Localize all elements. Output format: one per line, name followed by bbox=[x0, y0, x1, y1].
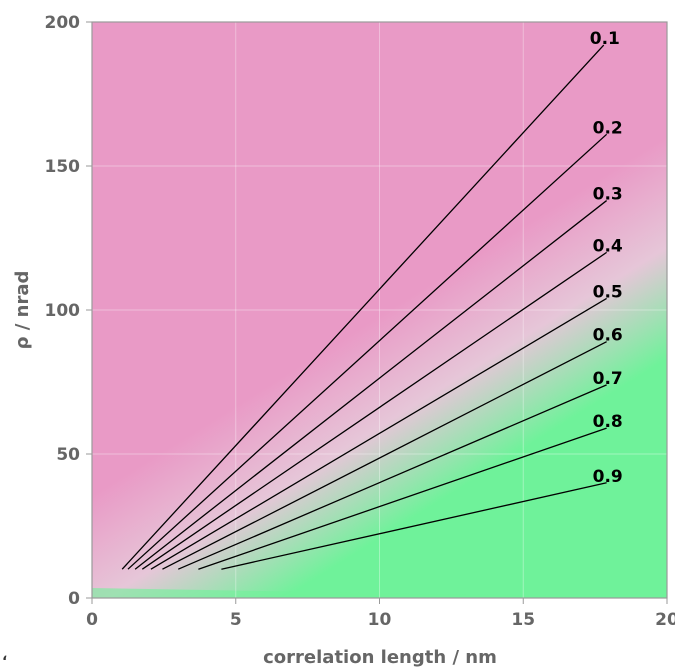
contour-label-0.2: 0.2 bbox=[593, 118, 623, 138]
x-tick-label-2: 10 bbox=[368, 610, 392, 630]
y-axis-label: ρ / nrad bbox=[12, 271, 33, 350]
contour-line-0.7 bbox=[177, 384, 607, 570]
contours: 0.1 0.2 0.3 0.4 0.5 0.6 0.7 0.8 0.9 bbox=[121, 29, 623, 570]
contour-line-0.2 bbox=[127, 133, 608, 570]
contour-label-0.6: 0.6 bbox=[593, 326, 623, 346]
x-tick-label-0: 0 bbox=[86, 610, 98, 630]
x-axis-label: correlation length / nm bbox=[263, 647, 497, 668]
contour-line-0.8 bbox=[198, 427, 607, 570]
contour-line-0.3 bbox=[134, 200, 608, 570]
contour-label-0.7: 0.7 bbox=[593, 369, 623, 389]
contour-line-0.5 bbox=[150, 297, 607, 570]
contour-label-0.5: 0.5 bbox=[593, 282, 623, 302]
contour-label-0.8: 0.8 bbox=[593, 412, 623, 432]
contour-label-0.3: 0.3 bbox=[593, 185, 623, 205]
y-tick-label-4: 200 bbox=[45, 13, 81, 33]
x-tick-label-1: 5 bbox=[230, 610, 242, 630]
contour-line-0.6 bbox=[162, 341, 607, 570]
contour-line-0.9 bbox=[221, 482, 607, 570]
y-tick-label-1: 50 bbox=[56, 445, 80, 465]
contour-label-0.9: 0.9 bbox=[593, 467, 623, 487]
y-tick-label-0: 0 bbox=[68, 589, 80, 609]
contour-label-0.1: 0.1 bbox=[590, 29, 620, 49]
y-tick-label-2: 100 bbox=[45, 301, 81, 321]
contour-line-0.1 bbox=[121, 44, 605, 570]
heatmap-background bbox=[92, 22, 667, 598]
stray-mark: ʻ bbox=[2, 654, 7, 669]
y-tick-label-3: 150 bbox=[45, 157, 81, 177]
contour-line-0.4 bbox=[141, 251, 607, 570]
x-tick-label-4: 20 bbox=[655, 610, 675, 630]
x-tick-label-3: 15 bbox=[511, 610, 535, 630]
heatmap-low-region bbox=[92, 588, 667, 598]
contour-label-0.4: 0.4 bbox=[593, 236, 623, 256]
